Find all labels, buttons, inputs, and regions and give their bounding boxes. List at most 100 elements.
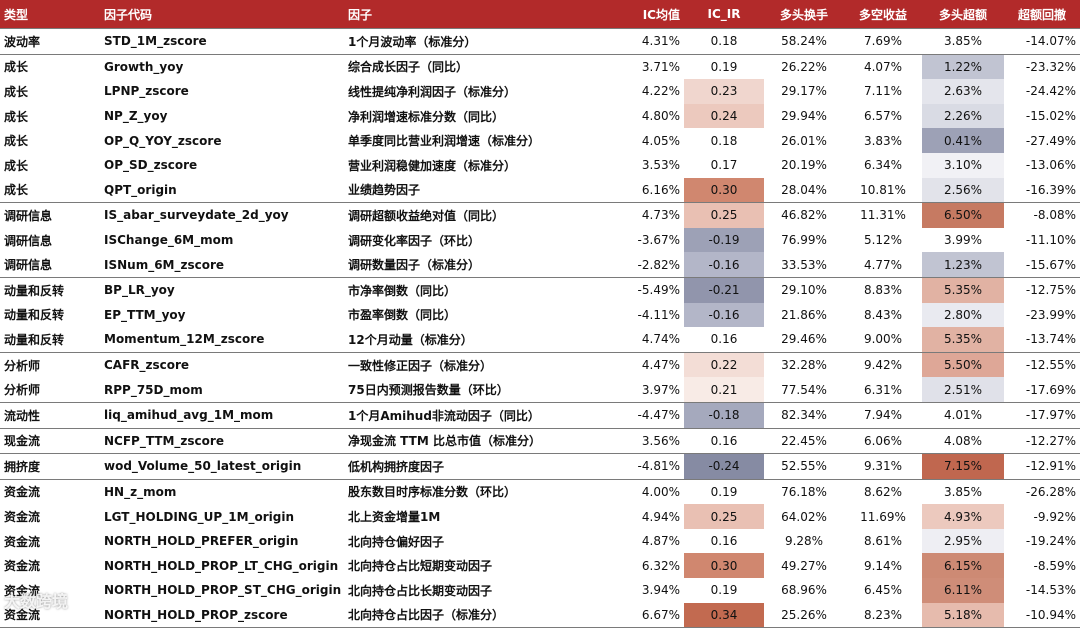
cell-ic-mean: 4.73% [608, 202, 684, 228]
cell-factor-name: 业绩趋势因子 [348, 183, 421, 198]
cell-ic-ir: 0.24 [684, 103, 764, 129]
cell-type: 波动率 [0, 28, 100, 55]
cell-type: 成长 [4, 158, 29, 173]
cell-excess-drawdown: -12.55% [1004, 351, 1080, 378]
cell-type: 调研信息 [4, 233, 53, 248]
cell-excess-drawdown: -15.02% [1025, 109, 1076, 124]
cell-factor-code: ISNum_6M_zscore [104, 257, 225, 272]
cell-ic-ir: 0.19 [684, 478, 764, 505]
cell-long-short-return: 3.83% [863, 133, 903, 148]
cell-ic-ir: 0.16 [684, 427, 764, 454]
cell-type: 动量和反转 [0, 276, 100, 303]
table-row: 资金流 NORTH_HOLD_PROP_ST_CHG_origin 北向持仓占比长期… [0, 578, 1080, 603]
cell-type: 动量和反转 [4, 308, 65, 323]
cell-long-short-return: 6.57% [863, 109, 903, 124]
cell-long-short-return: 8.61% [863, 534, 903, 549]
table-row: 调研信息 ISNum_6M_zscore 调研数量因子（标准分） -2.82% -0.1… [0, 252, 1080, 278]
cell-ic-ir: -0.16 [684, 302, 764, 328]
cell-long-turnover: 26.01% [781, 133, 827, 148]
cell-long-short-return: 6.31% [863, 382, 903, 397]
cell-type: 资金流 [4, 583, 41, 598]
cell-ic-ir: 0.30 [684, 553, 764, 579]
cell-excess-drawdown: -24.42% [1025, 84, 1076, 99]
cell-ic-ir: -0.24 [684, 453, 764, 480]
cell-ic-mean: 3.71% [608, 53, 684, 80]
cell-factor-code: RPP_75D_mom [104, 382, 203, 397]
header-long-excess: 多头超额 [922, 0, 1004, 29]
cell-excess-drawdown: -12.75% [1004, 276, 1080, 303]
table-row: 动量和反转 EP_TTM_yoy 市盈率倒数（同比） -4.11% -0.16 21.86… [0, 302, 1080, 328]
cell-factor-name: 1个月Amihud非流动因子（同比） [344, 401, 608, 428]
cell-factor-name: 北向持仓偏好因子 [348, 534, 445, 549]
cell-factor-name: 调研变化率因子（环比） [348, 233, 481, 248]
cell-long-turnover: 29.46% [781, 332, 827, 347]
table-row: 分析师 RPP_75D_mom 75日内预测报告数量（环比） 3.97% 0.21 77.… [0, 377, 1080, 403]
table-row: 资金流 LGT_HOLDING_UP_1M_origin 北上资金增量1M 4.94%… [0, 504, 1080, 529]
table-row: 拥挤度 wod_Volume_50_latest_origin 低机构拥挤度因子 -4… [0, 453, 1080, 480]
cell-excess-drawdown: -19.24% [1025, 534, 1076, 549]
cell-excess-drawdown: -8.08% [1004, 202, 1080, 228]
cell-long-excess: 3.10% [922, 152, 1004, 178]
cell-ic-ir: 0.34 [684, 602, 764, 628]
table-row: 资金流 NORTH_HOLD_PROP_zscore 北向持仓占比因子（标准分） 6.… [0, 602, 1080, 628]
cell-long-short-return: 11.31% [844, 202, 922, 228]
cell-type: 动量和反转 [4, 332, 65, 347]
cell-excess-drawdown: -13.06% [1025, 158, 1076, 173]
cell-long-excess: 2.80% [922, 302, 1004, 328]
cell-factor-code: NORTH_HOLD_PROP_LT_CHG_origin [104, 558, 339, 573]
table-row: 资金流 NORTH_HOLD_PREFER_origin 北向持仓偏好因子 4.87%… [0, 528, 1080, 554]
cell-excess-drawdown: -27.49% [1025, 133, 1076, 148]
cell-long-excess: 5.35% [922, 327, 1004, 353]
cell-ic-mean: 4.00% [608, 478, 684, 505]
cell-long-turnover: 68.96% [781, 583, 827, 598]
cell-long-short-return: 7.94% [844, 401, 922, 428]
cell-excess-drawdown: -13.74% [1025, 332, 1076, 347]
cell-ic-ir: 0.19 [684, 578, 764, 603]
cell-factor-name: 北向持仓占比长期变动因子 [348, 583, 493, 598]
cell-long-excess: 2.95% [922, 528, 1004, 554]
cell-factor-code: liq_amihud_avg_1M_mom [100, 401, 344, 428]
cell-long-short-return: 9.42% [844, 351, 922, 378]
header-code: 因子代码 [100, 0, 344, 29]
cell-type: 调研信息 [0, 202, 100, 228]
table-row: 成长 OP_SD_zscore 营业利润稳健加速度（标准分） 3.53% 0.17 20.… [0, 152, 1080, 178]
cell-factor-code: ISChange_6M_mom [104, 233, 234, 248]
cell-ic-mean: 3.56% [608, 427, 684, 454]
cell-factor-code: CAFR_zscore [100, 351, 344, 378]
cell-ic-ir: 0.25 [684, 202, 764, 228]
cell-ic-mean: -4.47% [608, 401, 684, 428]
cell-factor-name: 北向持仓占比短期变动因子 [348, 559, 493, 574]
table-row: 动量和反转 Momentum_12M_zscore 12个月动量（标准分） 4.74%… [0, 327, 1080, 353]
cell-factor-name: 股东数目时序标准分数（环比） [344, 478, 608, 505]
cell-ic-mean: 4.94% [641, 509, 680, 524]
cell-long-turnover: 52.55% [764, 453, 844, 480]
table-row: 成长 Growth_yoy 综合成长因子（同比） 3.71% 0.19 26.22% 4.0… [0, 53, 1080, 80]
cell-factor-code: OP_SD_zscore [104, 158, 198, 173]
cell-excess-drawdown: -23.32% [1004, 53, 1080, 80]
cell-factor-code: NP_Z_yoy [104, 109, 168, 124]
cell-long-short-return: 10.81% [860, 182, 906, 197]
cell-factor-name: 12个月动量（标准分） [348, 332, 473, 347]
cell-long-short-return: 4.77% [863, 257, 903, 272]
cell-factor-code: wod_Volume_50_latest_origin [100, 453, 344, 480]
cell-factor-name: 75日内预测报告数量（环比） [348, 383, 509, 398]
cell-excess-drawdown: -17.97% [1004, 401, 1080, 428]
header-long-short-return: 多空收益 [844, 0, 922, 29]
cell-long-turnover: 49.27% [781, 558, 827, 573]
cell-long-short-return: 7.11% [863, 84, 903, 99]
table-row: 调研信息 IS_abar_surveydate_2d_yoy 调研超额收益绝对值（同… [0, 202, 1080, 228]
cell-ic-ir: 0.18 [684, 28, 764, 55]
cell-excess-drawdown: -14.53% [1025, 583, 1076, 598]
cell-type: 成长 [4, 134, 29, 149]
cell-type: 分析师 [4, 383, 41, 398]
cell-ic-mean: 3.94% [641, 583, 680, 598]
cell-ic-mean: 4.80% [641, 109, 680, 124]
cell-type: 成长 [0, 53, 100, 80]
cell-excess-drawdown: -26.28% [1004, 478, 1080, 505]
cell-factor-code: NORTH_HOLD_PREFER_origin [104, 534, 299, 549]
cell-factor-code: OP_Q_YOY_zscore [104, 133, 222, 148]
cell-factor-name: 综合成长因子（同比） [344, 53, 608, 80]
table-row: 成长 OP_Q_YOY_zscore 单季度同比营业利润增速（标准分） 4.05% 0.… [0, 128, 1080, 153]
cell-ic-mean: 6.67% [608, 602, 684, 628]
cell-type: 资金流 [4, 510, 41, 525]
